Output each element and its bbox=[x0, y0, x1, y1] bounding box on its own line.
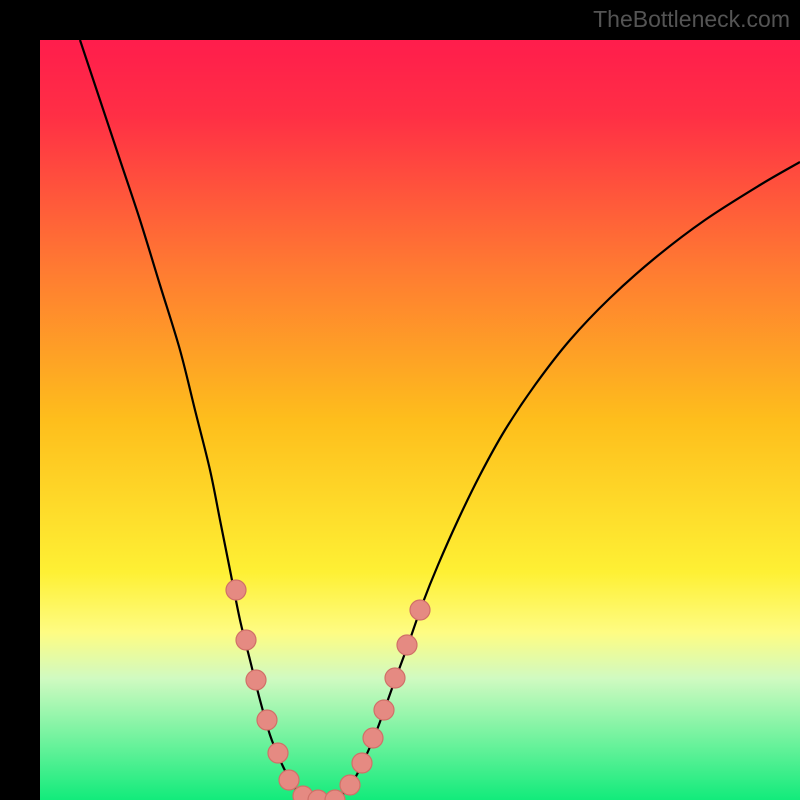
data-marker bbox=[257, 710, 277, 730]
data-marker bbox=[236, 630, 256, 650]
chart-container bbox=[40, 40, 800, 800]
data-marker bbox=[226, 580, 246, 600]
data-marker bbox=[385, 668, 405, 688]
data-marker bbox=[374, 700, 394, 720]
watermark-text: TheBottleneck.com bbox=[593, 6, 790, 33]
data-marker bbox=[340, 775, 360, 795]
data-marker bbox=[246, 670, 266, 690]
data-marker bbox=[279, 770, 299, 790]
bottleneck-chart bbox=[40, 40, 800, 800]
data-marker bbox=[397, 635, 417, 655]
chart-background bbox=[40, 40, 800, 800]
data-marker bbox=[352, 753, 372, 773]
data-marker bbox=[363, 728, 383, 748]
data-marker bbox=[410, 600, 430, 620]
data-marker bbox=[268, 743, 288, 763]
